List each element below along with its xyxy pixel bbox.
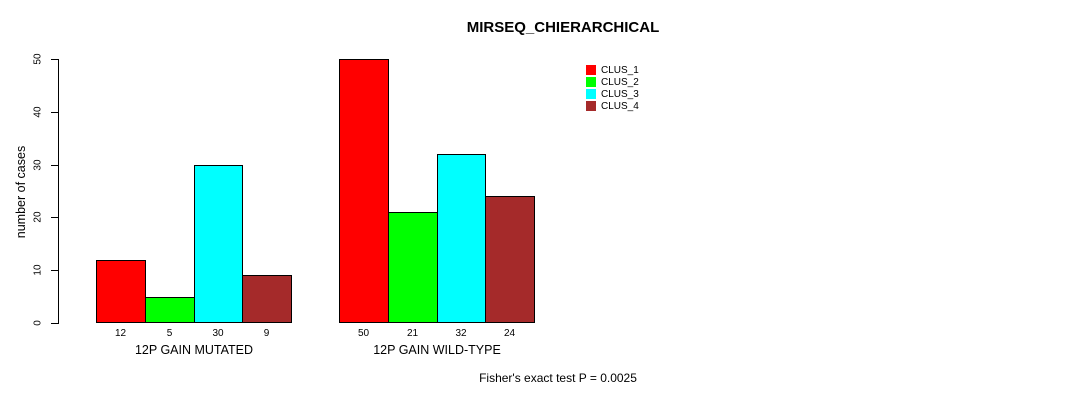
bar-value-label: 21 [406,328,419,339]
legend-swatch-icon [586,89,596,99]
y-tick-label: 50 [32,53,44,65]
legend-label: CLUS_1 [601,64,639,76]
bar-value-label: 12 [114,328,127,339]
y-tick-label: 20 [32,211,44,223]
legend-item-clus_3: CLUS_3 [586,88,639,100]
bar-clus_1-group2 [339,59,389,323]
bar-value-label: 32 [455,328,467,339]
y-tick-label: 0 [32,320,44,326]
bar-value-label: 50 [357,328,370,339]
legend-swatch-icon [586,77,596,87]
bar-value-label: 5 [166,328,173,339]
y-tick-label: 10 [32,264,44,276]
bar-clus_4-group2 [485,196,535,323]
legend-item-clus_1: CLUS_1 [586,64,639,76]
group-label-2: 12P GAIN WILD-TYPE [373,343,501,357]
y-tick-mark [51,323,58,324]
bar-clus_4-group1 [242,275,292,323]
legend-item-clus_4: CLUS_4 [586,100,639,112]
bar-clus_2-group1 [145,297,195,323]
bar-value-label: 9 [263,328,270,339]
chart-title: MIRSEQ_CHIERARCHICAL [466,19,660,36]
y-tick-mark [51,270,58,271]
y-tick-mark [51,112,58,113]
y-tick-mark [51,59,58,60]
bar-clus_3-group2 [437,154,486,323]
y-axis-line [58,59,59,324]
bar-clus_1-group1 [96,260,146,323]
legend-label: CLUS_3 [601,88,639,100]
bar-value-label: 24 [503,328,516,339]
y-tick-mark [51,217,58,218]
legend-swatch-icon [586,65,596,75]
chart-legend: CLUS_1 CLUS_2 CLUS_3 CLUS_4 [586,64,639,112]
y-tick-label: 40 [32,106,44,118]
legend-swatch-icon [586,101,596,111]
y-tick-label: 30 [32,159,44,171]
bar-clus_2-group2 [388,212,438,323]
y-axis-title: number of cases [14,145,28,239]
legend-item-clus_2: CLUS_2 [586,76,639,88]
bar-clus_3-group1 [194,165,243,323]
bar-value-label: 30 [212,328,224,339]
y-tick-mark [51,165,58,166]
legend-label: CLUS_2 [601,76,639,88]
legend-label: CLUS_4 [601,100,639,112]
annotation-text: Fisher's exact test P = 0.0025 [479,371,637,385]
group-label-1: 12P GAIN MUTATED [134,343,254,357]
